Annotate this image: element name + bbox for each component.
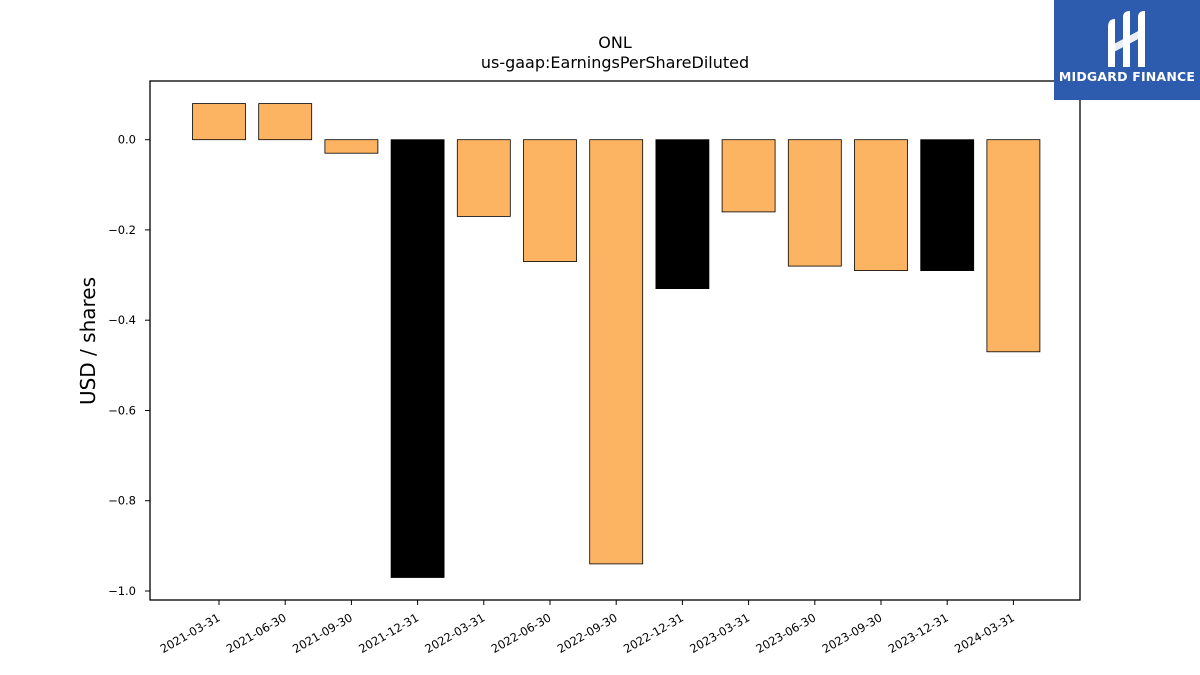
x-tick-label: 2022-03-31	[422, 610, 487, 656]
chart-title: ONL	[598, 33, 632, 52]
y-tick-label: −0.6	[108, 404, 136, 418]
x-tick-label: 2021-12-31	[356, 610, 421, 656]
brand-logo: MIDGARD FINANCE	[1054, 0, 1200, 100]
logo-mark-icon	[1108, 11, 1145, 67]
bar-2022-03-31	[456, 139, 511, 217]
chart-subtitle: us-gaap:EarningsPerShareDiluted	[481, 53, 749, 72]
x-ticks-group: 2021-03-31 2021-06-30 2021-09-30 2021-12-31…	[158, 600, 1017, 656]
plot-frame	[149, 80, 1081, 601]
x-tick-label: 2021-09-30	[290, 610, 355, 656]
bar-2022-09-30	[589, 139, 644, 565]
x-tick-label: 2021-06-30	[224, 610, 289, 656]
bar-2021-06-30	[258, 103, 313, 141]
y-tick-label: −0.8	[108, 494, 136, 508]
x-tick-label: 2022-09-30	[555, 610, 620, 656]
logo-text: MIDGARD FINANCE	[1058, 69, 1196, 84]
bar-2023-03-31	[721, 139, 776, 213]
bar-2023-06-30	[787, 139, 842, 267]
bar-2021-03-31	[192, 103, 246, 141]
x-tick-label: 2023-03-31	[687, 610, 752, 656]
y-tick-label: −0.4	[108, 313, 136, 327]
bars-group	[192, 103, 1041, 578]
x-tick-label: 2023-09-30	[820, 610, 885, 656]
y-ticks-group: 0.0 −0.2 −0.4 −0.6 −0.8 −1.0	[108, 133, 150, 598]
x-tick-label: 2023-06-30	[753, 610, 818, 656]
y-axis-label: USD / shares	[76, 277, 100, 405]
bar-2022-06-30	[523, 139, 577, 262]
y-tick-label: 0.0	[118, 133, 136, 147]
x-tick-label: 2023-12-31	[886, 610, 951, 656]
bar-2024-03-31	[986, 139, 1041, 353]
x-tick-label: 2022-12-31	[621, 610, 686, 656]
x-tick-label: 2024-03-31	[952, 610, 1017, 656]
bar-2023-09-30	[854, 139, 908, 271]
x-tick-label: 2022-06-30	[489, 610, 554, 656]
y-tick-label: −1.0	[108, 584, 136, 598]
y-tick-label: −0.2	[108, 223, 136, 237]
x-tick-label: 2021-03-31	[158, 610, 223, 656]
bar-2023-12-31	[920, 139, 975, 271]
bar-2021-12-31	[390, 139, 445, 578]
bar-2021-09-30	[324, 139, 379, 154]
bar-2022-12-31	[655, 139, 710, 289]
